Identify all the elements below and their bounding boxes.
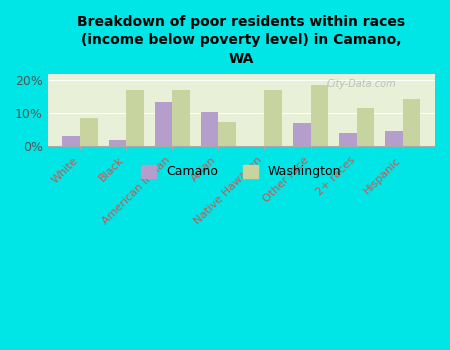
Bar xyxy=(293,123,310,146)
Text: City-Data.com: City-Data.com xyxy=(327,79,396,89)
Bar xyxy=(310,85,328,146)
Bar xyxy=(155,102,172,146)
Legend: Camano, Washington: Camano, Washington xyxy=(135,159,348,185)
Bar xyxy=(201,112,218,146)
Bar xyxy=(385,131,403,146)
Bar xyxy=(126,90,144,146)
Bar xyxy=(218,121,236,146)
Bar xyxy=(108,140,126,146)
Bar xyxy=(403,99,420,146)
Bar xyxy=(265,90,282,146)
Bar xyxy=(63,136,80,146)
Bar xyxy=(80,118,98,146)
Bar xyxy=(357,108,374,146)
Bar xyxy=(339,133,357,146)
Title: Breakdown of poor residents within races
(income below poverty level) in Camano,: Breakdown of poor residents within races… xyxy=(77,15,405,66)
Bar xyxy=(172,90,190,146)
